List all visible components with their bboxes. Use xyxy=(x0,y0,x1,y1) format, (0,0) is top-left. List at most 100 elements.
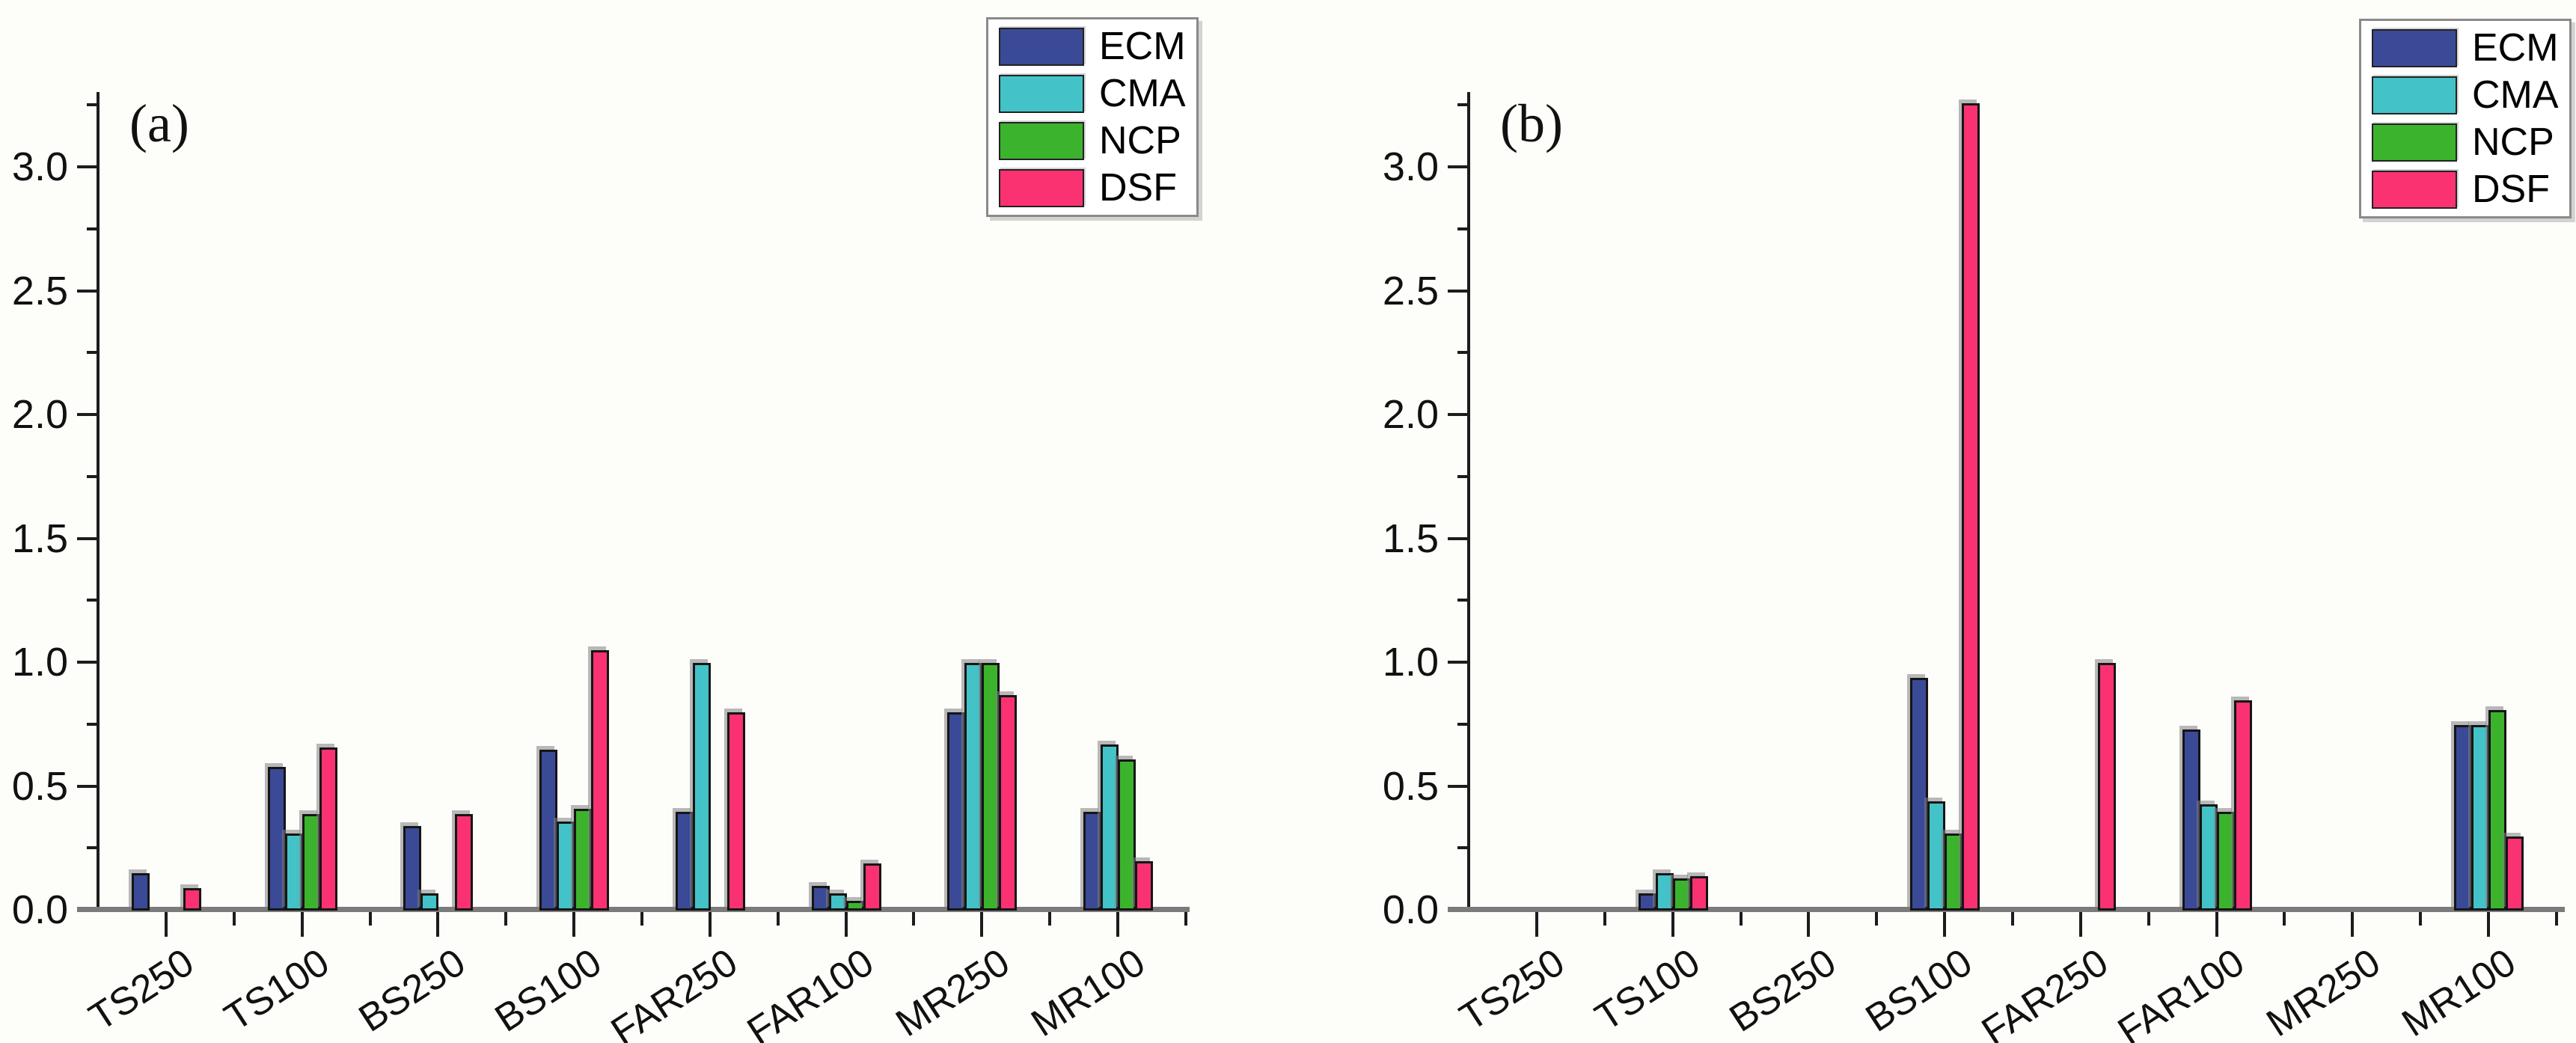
legend-label-NCP: NCP xyxy=(2472,120,2554,164)
legend-label-CMA: CMA xyxy=(1099,72,1186,115)
y-minor-tick xyxy=(1457,722,1470,726)
bar-CMA-BS250 xyxy=(420,893,439,911)
x-minor-tick xyxy=(1603,912,1606,926)
y-major-tick xyxy=(77,413,100,416)
legend-row-CMA: CMA xyxy=(999,74,1186,113)
y-tick-label: 1.0 xyxy=(11,640,68,685)
y-minor-tick xyxy=(1457,474,1470,478)
category-label: MR100 xyxy=(2394,940,2524,1043)
bar-DSF-MR100 xyxy=(2505,836,2524,911)
bar-CMA-MR250 xyxy=(964,663,983,911)
x-minor-tick xyxy=(2010,912,2014,926)
bar-ECM-TS100 xyxy=(1638,893,1656,911)
legend-swatch-DSF xyxy=(2372,170,2457,209)
legend-label-NCP: NCP xyxy=(1099,119,1181,162)
bar-DSF-FAR250 xyxy=(726,712,745,911)
legend-swatch-ECM xyxy=(2372,28,2457,67)
x-minor-tick xyxy=(2419,912,2423,926)
bar-CMA-BS100 xyxy=(557,822,575,911)
y-minor-tick xyxy=(87,599,100,602)
bar-CMA-FAR250 xyxy=(692,663,711,911)
bar-ECM-MR250 xyxy=(947,712,966,911)
bar-CMA-BS100 xyxy=(1927,801,1946,911)
y-tick-label: 0.0 xyxy=(1382,887,1439,932)
y-tick-label: 0.5 xyxy=(11,763,68,809)
y-tick-label: 2.0 xyxy=(11,392,68,437)
bar-DSF-BS100 xyxy=(1962,103,1980,911)
x-major-tick xyxy=(436,912,440,937)
legend-row-DSF: DSF xyxy=(999,168,1186,207)
x-minor-tick xyxy=(2554,912,2558,926)
legend-swatch-ECM xyxy=(999,27,1084,66)
y-minor-tick xyxy=(1457,599,1470,602)
y-minor-tick xyxy=(87,351,100,355)
y-tick-label: 3.0 xyxy=(1382,144,1439,189)
bar-NCP-TS100 xyxy=(1672,878,1691,911)
legend-label-ECM: ECM xyxy=(1099,25,1186,68)
x-major-tick xyxy=(572,912,576,937)
y-tick-label: 1.0 xyxy=(1382,640,1439,685)
y-major-tick xyxy=(1448,413,1470,416)
y-major-tick xyxy=(77,784,100,788)
bar-NCP-MR100 xyxy=(2488,710,2506,911)
y-minor-tick xyxy=(1457,227,1470,230)
bar-NCP-MR100 xyxy=(1117,759,1136,911)
bar-CMA-FAR100 xyxy=(828,893,847,911)
y-axis-line xyxy=(1467,92,1470,912)
x-minor-tick xyxy=(2283,912,2286,926)
bar-DSF-TS100 xyxy=(319,747,337,911)
bar-ECM-BS100 xyxy=(1910,678,1929,911)
bar-ECM-FAR100 xyxy=(811,886,830,911)
bar-CMA-FAR100 xyxy=(2199,804,2218,911)
legend-row-NCP: NCP xyxy=(2372,123,2559,162)
y-tick-label: 0.5 xyxy=(1382,763,1439,809)
x-minor-tick xyxy=(1048,912,1052,926)
x-major-tick xyxy=(2351,912,2355,937)
legend-row-ECM: ECM xyxy=(999,27,1186,66)
bar-ECM-FAR100 xyxy=(2182,730,2200,911)
legend: ECM CMA NCP DSF xyxy=(2359,19,2572,218)
bar-ECM-BS100 xyxy=(539,750,558,911)
x-major-tick xyxy=(708,912,712,937)
legend-label-CMA: CMA xyxy=(2472,73,2559,117)
category-label: FAR100 xyxy=(2110,940,2252,1043)
x-minor-tick xyxy=(1739,912,1743,926)
x-baseline xyxy=(77,907,1190,912)
bar-DSF-MR250 xyxy=(999,695,1018,911)
legend-row-ECM: ECM xyxy=(2372,28,2559,67)
x-minor-tick xyxy=(640,912,643,926)
category-label: TS250 xyxy=(1451,940,1573,1040)
category-label: FAR250 xyxy=(1974,940,2116,1043)
x-major-tick xyxy=(2215,912,2218,937)
y-tick-label: 2.5 xyxy=(11,268,68,313)
y-tick-label: 3.0 xyxy=(11,144,68,189)
x-minor-tick xyxy=(912,912,916,926)
category-label: BS100 xyxy=(1858,940,1980,1041)
bar-NCP-TS100 xyxy=(302,814,320,911)
x-minor-tick xyxy=(1184,912,1187,926)
category-label: MR250 xyxy=(2259,940,2388,1043)
bar-DSF-MR100 xyxy=(1134,861,1153,911)
y-tick-label: 1.5 xyxy=(1382,516,1439,561)
y-minor-tick xyxy=(1457,103,1470,107)
y-minor-tick xyxy=(87,103,100,107)
bar-ECM-TS250 xyxy=(132,873,150,911)
legend-row-CMA: CMA xyxy=(2372,76,2559,114)
x-major-tick xyxy=(1671,912,1674,937)
bar-ECM-BS250 xyxy=(403,826,422,911)
y-major-tick xyxy=(77,661,100,664)
x-major-tick xyxy=(300,912,304,937)
legend-row-DSF: DSF xyxy=(2372,170,2559,209)
bar-DSF-TS100 xyxy=(1689,876,1708,911)
legend-row-NCP: NCP xyxy=(999,121,1186,160)
category-label: BS250 xyxy=(1722,940,1844,1041)
bar-DSF-BS100 xyxy=(591,650,610,911)
legend-label-DSF: DSF xyxy=(1099,166,1177,209)
bar-DSF-FAR250 xyxy=(2097,663,2116,911)
panel-letter: (a) xyxy=(129,94,189,153)
legend-swatch-NCP xyxy=(2372,123,2457,162)
y-minor-tick xyxy=(87,474,100,478)
legend-swatch-CMA xyxy=(2372,76,2457,114)
y-axis-line xyxy=(97,92,100,912)
